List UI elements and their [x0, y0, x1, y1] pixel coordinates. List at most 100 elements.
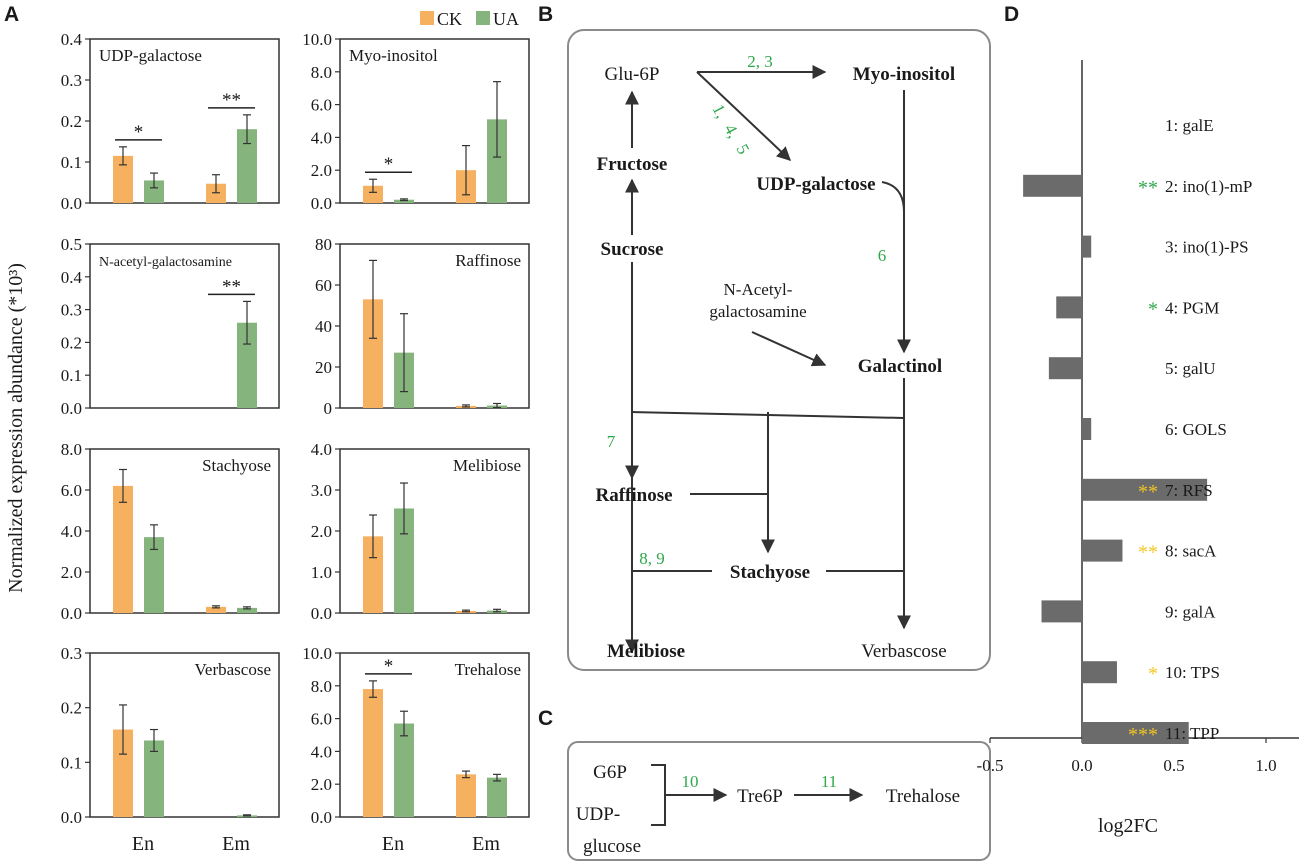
subplot-frame	[339, 652, 530, 818]
panel-a-subplots: 0.00.10.20.30.4***UDP-galactose0.02.04.0…	[61, 30, 530, 827]
bar-ua-em	[237, 607, 257, 613]
y-tick-label: 0.3	[61, 71, 82, 90]
subplot-frame	[339, 38, 530, 204]
legend-ua-swatch	[476, 11, 490, 25]
node-fructose: Fructose	[597, 154, 668, 175]
d-bar	[1082, 478, 1208, 501]
d-gene-label: 8: sacA	[1165, 542, 1217, 561]
bar-ck-en	[363, 689, 383, 817]
panel-a-ylabel: Normalized expression abundance (*10³)	[5, 263, 27, 593]
significance-mark: *	[384, 656, 394, 677]
node-stachyose: Stachyose	[730, 562, 810, 583]
panel-d-log2fc-chart: -0.50.00.51.01.5log2FC1: galE**2: ino(1)…	[977, 60, 1299, 837]
d-gene-label: 11: TPP	[1165, 724, 1219, 743]
bar-ck-en	[113, 155, 133, 203]
bar-ck-em	[206, 183, 226, 203]
enzyme-5: 5	[732, 141, 753, 157]
enzyme-8-9: 8, 9	[639, 549, 665, 568]
enzyme-6: 6	[878, 246, 887, 265]
enzyme-10: 10	[682, 772, 699, 791]
group-label-en-right: En	[382, 833, 404, 855]
subplot-udp-galactose: 0.00.10.20.30.4***UDP-galactose	[61, 30, 280, 213]
significance-mark: **	[222, 90, 241, 111]
subplot-title: Melibiose	[453, 456, 521, 475]
enzyme-4: 4,	[720, 121, 743, 141]
y-tick-label: 0.3	[61, 301, 82, 320]
pathway-panel-c: G6P UDP- glucose Tre6P Trehalose 10 11	[567, 741, 991, 861]
node-raffinose: Raffinose	[595, 485, 672, 506]
enzyme-11: 11	[821, 772, 837, 791]
y-tick-label: 0.2	[61, 112, 82, 131]
d-gene-label: 2: ino(1)-mP	[1165, 177, 1252, 196]
bar-ck-en	[113, 729, 133, 817]
group-label-em-left: Em	[222, 833, 250, 855]
y-tick-label: 40	[315, 317, 332, 336]
bar-ck-em	[206, 606, 226, 613]
d-significance-mark: **	[1138, 481, 1158, 503]
d-significance-mark: *	[1148, 298, 1158, 320]
panel-letter-c: C	[538, 707, 553, 730]
y-tick-label: 3.0	[311, 481, 332, 500]
bar-ua-en	[144, 180, 164, 203]
enzyme-2-3: 2, 3	[747, 52, 773, 71]
d-xlabel: log2FC	[1098, 815, 1158, 837]
bar-ua-en	[394, 508, 414, 613]
d-x-tick-label: -0.5	[977, 756, 1004, 775]
y-tick-label: 6.0	[311, 710, 332, 729]
y-tick-label: 1.0	[311, 563, 332, 582]
pathway-panel-b: Glu-6P Myo-inositol Fructose UDP-galacto…	[567, 29, 991, 671]
subplot-title: Raffinose	[455, 251, 521, 270]
node-melibiose: Melibiose	[607, 641, 685, 662]
panel-b-box	[567, 29, 991, 671]
subplot-title: Stachyose	[202, 456, 271, 475]
panel-c-box	[567, 741, 991, 861]
y-tick-label: 2.0	[311, 522, 332, 541]
y-tick-label: 2.0	[311, 775, 332, 794]
y-tick-label: 60	[315, 276, 332, 295]
y-tick-label: 0.0	[61, 194, 82, 213]
d-significance-mark: *	[1148, 663, 1158, 685]
node-g6p: G6P	[593, 762, 627, 783]
subplot-stachyose: 0.0 2.0 4.0 6.0 8.0 Stachyose	[61, 440, 280, 623]
legend-ck-label: CK	[437, 9, 462, 29]
bar-ua-em	[487, 777, 507, 817]
bar-ck-em	[456, 774, 476, 817]
node-galactinol: Galactinol	[858, 356, 942, 377]
y-tick-label: 8.0	[61, 440, 82, 459]
y-tick-label: 0.0	[311, 808, 332, 827]
d-bar	[1048, 357, 1082, 380]
y-tick-label: 0.4	[61, 268, 83, 287]
bar-ua-em	[487, 119, 507, 203]
y-tick-label: 2.0	[61, 563, 82, 582]
subplot-title: UDP-galactose	[99, 46, 202, 65]
d-bar	[1041, 600, 1082, 623]
d-bar	[1082, 539, 1123, 562]
d-x-tick-label: 0.5	[1163, 756, 1184, 775]
node-verbascose: Verbascose	[861, 641, 946, 662]
node-tre6p: Tre6P	[737, 786, 783, 807]
subplot-n-acetyl-galactosamine: 0.0 0.1 0.2 0.3 0.4 0.5 ** N-acetyl-galactosami…	[61, 235, 280, 418]
d-bar	[1082, 418, 1092, 440]
subplot-melibiose: 0.0 1.0 2.0 3.0 4.0 Melibiose	[311, 440, 530, 623]
subplot-title: Verbascose	[195, 660, 271, 679]
node-udp-galactose: UDP-galactose	[756, 174, 875, 195]
enzyme-1: 1,	[708, 101, 731, 121]
d-significance-mark: ***	[1128, 724, 1158, 746]
bar-ck-en	[363, 185, 383, 203]
y-tick-label: 0.2	[61, 699, 82, 718]
y-tick-label: 0.0	[61, 604, 82, 623]
y-tick-label: 0.5	[61, 235, 82, 254]
node-n-acetyl-1: N-Acetyl-	[724, 280, 793, 299]
bar-ck-en	[113, 485, 133, 613]
d-gene-label: 10: TPS	[1165, 663, 1220, 682]
d-gene-label: 1: galE	[1165, 116, 1214, 135]
y-tick-label: 0.0	[61, 808, 82, 827]
d-bar	[1082, 661, 1117, 684]
y-tick-label: 0.1	[61, 153, 82, 172]
d-gene-label: 3: ino(1)-PS	[1165, 238, 1249, 257]
node-myo-inositol: Myo-inositol	[853, 64, 955, 85]
d-gene-label: 7: RFS	[1165, 481, 1213, 500]
d-x-tick-label: 1.0	[1255, 756, 1276, 775]
bar-ua-en	[394, 723, 414, 817]
subplot-raffinose: 0 20 40 60 80 Raffinose	[315, 235, 530, 418]
